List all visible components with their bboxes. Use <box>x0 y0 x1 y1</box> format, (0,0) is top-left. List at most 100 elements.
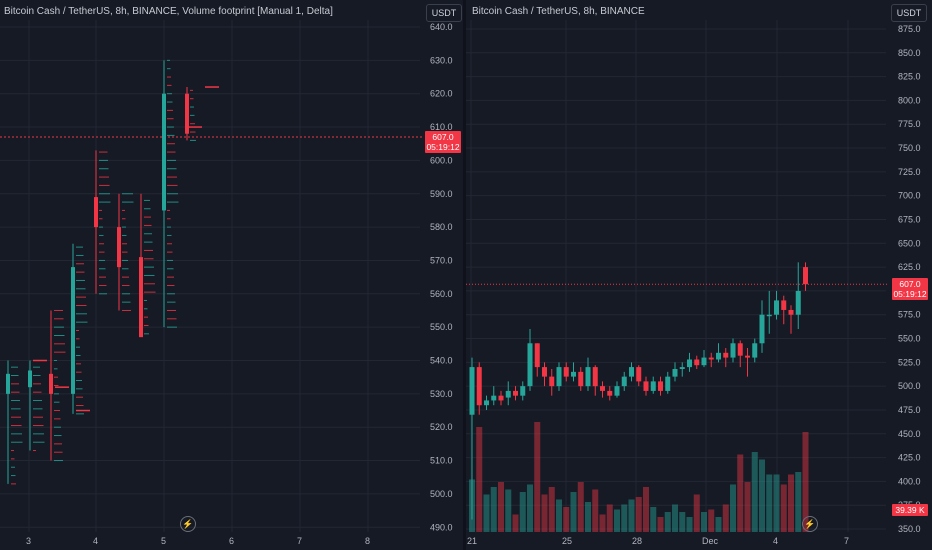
lightning-icon[interactable]: ⚡ <box>180 516 196 532</box>
volume-bar <box>498 482 504 532</box>
candle-body <box>549 376 555 387</box>
y-tick-label: 425.0 <box>898 453 921 463</box>
last-price-value: 607.0 <box>432 132 454 142</box>
bar-countdown: 05:19:12 <box>893 289 927 299</box>
candle-body <box>534 343 540 368</box>
volume-bar <box>737 454 744 532</box>
y-tick-label: 550.0 <box>430 322 453 332</box>
y-tick-label: 630.0 <box>430 55 453 65</box>
volume-bar <box>599 514 606 532</box>
x-tick-label: 28 <box>632 536 642 546</box>
y-tick-label: 450.0 <box>898 429 921 439</box>
volume-bar <box>664 512 671 532</box>
x-tick-label: 7 <box>844 536 849 546</box>
y-tick-label: 575.0 <box>898 310 921 320</box>
volume-bar <box>751 452 758 532</box>
candlestick-chart-panel[interactable]: 875.0 850.0 825.0 800.0 775.0 750.0 725.0 700.0… <box>466 0 932 550</box>
candle-body <box>520 386 526 396</box>
footprint-body <box>185 93 189 134</box>
candle-body <box>614 386 620 396</box>
volume-bar <box>614 509 620 532</box>
volume-bar <box>773 474 780 532</box>
y-tick-label: 560.0 <box>430 289 453 299</box>
last-price-label: 607.0 05:19:12 <box>425 131 461 153</box>
y-tick-label: 700.0 <box>898 191 921 201</box>
y-tick-label: 525.0 <box>898 357 921 367</box>
volume-bar <box>643 487 649 532</box>
volume-bar <box>657 517 664 532</box>
volume-bar <box>592 489 599 532</box>
volume-bar <box>505 489 512 532</box>
candle-body <box>607 390 613 396</box>
candle-body <box>774 300 779 315</box>
footprint-body <box>6 373 10 394</box>
volume-bar <box>548 487 555 532</box>
chart-title: Bitcoin Cash / TetherUS, 8h, BINANCE <box>472 6 645 17</box>
y-tick-label: 600.0 <box>430 155 453 165</box>
y-tick-label: 640.0 <box>430 22 453 32</box>
last-price-label: 607.0 05:19:12 <box>892 278 928 300</box>
candle-body <box>781 300 787 310</box>
footprint-body <box>28 370 32 388</box>
volume-bar <box>469 479 475 532</box>
candle-body <box>687 359 692 368</box>
candle-body <box>643 381 649 391</box>
candle-body <box>745 355 750 358</box>
volume-bar <box>693 494 700 532</box>
lightning-icon[interactable]: ⚡ <box>802 516 818 532</box>
y-tick-label: 530.0 <box>430 389 453 399</box>
y-tick-label: 825.0 <box>898 72 921 82</box>
candlestick-chart-canvas[interactable]: 875.0 850.0 825.0 800.0 775.0 750.0 725.0 700.0… <box>466 0 932 550</box>
candle-body <box>542 367 547 377</box>
candle-body <box>505 390 511 398</box>
candle-body <box>469 367 475 415</box>
y-tick-label: 475.0 <box>898 405 921 415</box>
volume-bar <box>628 499 635 532</box>
volume-label: 39.39 K <box>892 504 928 516</box>
candle-body <box>650 381 656 391</box>
volume-bar <box>476 427 483 532</box>
volume-bar <box>708 509 715 532</box>
volume-bar <box>650 507 657 532</box>
volume-bar <box>585 502 591 532</box>
footprint-chart-canvas[interactable]: 640.0 630.0 620.0 610.0 600.0 590.0 580.0 570.0… <box>0 0 463 550</box>
y-tick-label: 350.0 <box>898 524 921 534</box>
y-tick-label: 490.0 <box>430 522 453 532</box>
y-tick-label: 500.0 <box>898 381 921 391</box>
candle-body <box>491 395 497 401</box>
footprint-body <box>117 227 121 268</box>
x-tick-label: 8 <box>365 536 370 546</box>
x-tick-label: 4 <box>93 536 98 546</box>
y-tick-label: 725.0 <box>898 167 921 177</box>
candle-body <box>629 367 634 377</box>
volume-bar <box>722 504 729 532</box>
x-tick-label: 5 <box>161 536 166 546</box>
x-tick-label: Dec <box>702 536 719 546</box>
volume-bar <box>730 484 736 532</box>
volume-bar <box>519 492 526 532</box>
currency-button[interactable]: USDT <box>891 4 927 22</box>
panel-divider[interactable] <box>463 0 466 550</box>
y-tick-label: 800.0 <box>898 95 921 105</box>
y-tick-label: 550.0 <box>898 334 921 344</box>
volume-bar <box>577 482 584 532</box>
candle-body <box>585 367 591 387</box>
volume-bar <box>679 512 686 532</box>
candle-body <box>578 371 584 387</box>
volume-bar <box>556 499 562 532</box>
candle-body <box>556 367 562 387</box>
volume-bar <box>490 487 497 532</box>
volume-bar <box>795 472 802 532</box>
currency-button[interactable]: USDT <box>426 4 462 22</box>
volume-bar <box>534 422 541 532</box>
footprint-chart-panel[interactable]: 640.0 630.0 620.0 610.0 600.0 590.0 580.0 570.0… <box>0 0 463 550</box>
candle-body <box>476 367 482 406</box>
candle-body <box>665 376 671 391</box>
y-tick-label: 510.0 <box>430 456 453 466</box>
candle-body <box>737 343 743 356</box>
candle-body <box>803 267 808 285</box>
candle-body <box>795 290 801 315</box>
last-price-value: 607.0 <box>899 279 921 289</box>
y-tick-label: 610.0 <box>430 122 453 132</box>
candle-body <box>672 369 678 377</box>
